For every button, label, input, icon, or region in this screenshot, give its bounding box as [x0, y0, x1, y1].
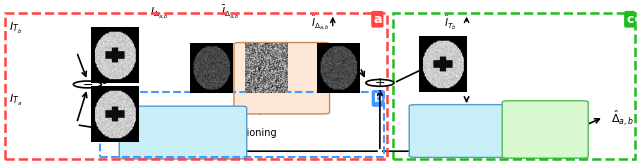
Text: $G_\theta$: $G_\theta$: [273, 86, 291, 102]
Text: 🔒: 🔒: [201, 138, 207, 148]
Text: Encoder: Encoder: [147, 120, 187, 130]
Text: a: a: [373, 13, 381, 26]
Text: $\hat{I}_{\Delta_{a,b}}$: $\hat{I}_{\Delta_{a,b}}$: [310, 13, 330, 32]
Text: $-$: $-$: [82, 78, 93, 91]
Text: DDPM: DDPM: [267, 64, 297, 74]
Text: $\phi$: $\phi$: [444, 132, 454, 149]
Text: $I_{\Delta_{a,b}}$: $I_{\Delta_{a,b}}$: [150, 6, 169, 21]
Text: 🔒: 🔒: [539, 135, 545, 145]
Text: $I_{T_a}$: $I_{T_a}$: [9, 93, 22, 108]
Text: $\bar{I}_{\Delta_{a,b}}$: $\bar{I}_{\Delta_{a,b}}$: [221, 4, 240, 21]
Text: $\hat{I}_{T_b}$: $\hat{I}_{T_b}$: [444, 13, 457, 32]
Text: 🔒: 🔒: [486, 135, 492, 145]
Text: BAE: BAE: [528, 114, 556, 127]
Text: b: b: [374, 92, 383, 105]
Circle shape: [74, 81, 101, 88]
Circle shape: [366, 80, 394, 86]
Text: c: c: [626, 13, 634, 26]
Text: $\phi$: $\phi$: [152, 135, 163, 152]
Text: $I_{T_b}$: $I_{T_b}$: [9, 21, 22, 36]
FancyBboxPatch shape: [234, 43, 330, 114]
Text: Encoder: Encoder: [440, 117, 480, 127]
FancyBboxPatch shape: [502, 101, 588, 158]
Text: $+$: $+$: [374, 76, 385, 89]
FancyBboxPatch shape: [119, 106, 246, 159]
Text: $\hat{\Delta}_{a,b}$: $\hat{\Delta}_{a,b}$: [611, 108, 634, 128]
FancyBboxPatch shape: [409, 105, 521, 157]
Text: $\varepsilon$: $\varepsilon$: [202, 55, 211, 68]
Text: Conditioning: Conditioning: [216, 128, 278, 138]
